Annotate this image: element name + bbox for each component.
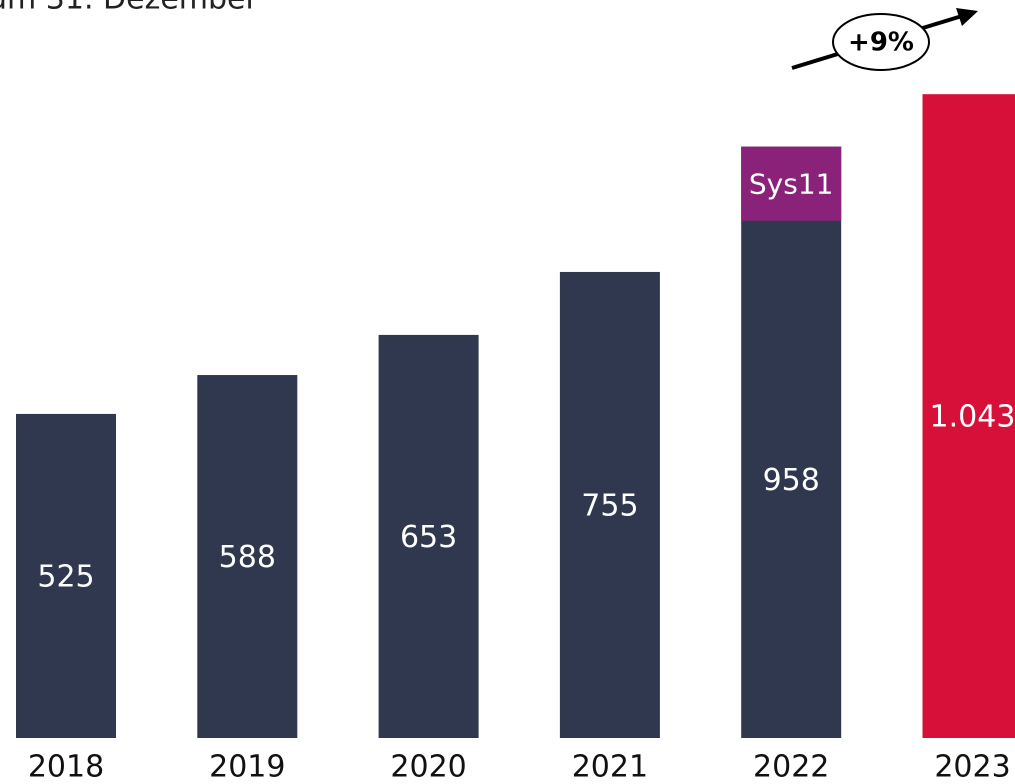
x-tick-label: 2022 bbox=[753, 750, 829, 784]
annotation-text: +9% bbox=[848, 28, 914, 58]
bar bbox=[197, 375, 298, 738]
bar-segment bbox=[741, 146, 842, 221]
bar bbox=[559, 271, 660, 738]
chart-title: um 31. Dezember bbox=[0, 0, 259, 17]
x-tick-label: 2018 bbox=[28, 750, 104, 784]
bar bbox=[378, 334, 479, 738]
value-label: 525 bbox=[37, 559, 94, 594]
x-tick-label: 2023 bbox=[934, 750, 1010, 784]
value-label: 588 bbox=[219, 540, 276, 575]
value-label: 1.043 bbox=[930, 400, 1015, 435]
segment-label: Sys11 bbox=[749, 168, 834, 201]
value-label: 755 bbox=[581, 488, 638, 523]
annotation-bubble bbox=[832, 13, 930, 71]
value-label: 653 bbox=[400, 520, 457, 555]
bar bbox=[741, 146, 842, 739]
x-tick-label: 2019 bbox=[209, 750, 285, 784]
bar bbox=[16, 413, 116, 738]
growth-annotation: +9% bbox=[791, 8, 978, 71]
value-label: 958 bbox=[763, 463, 820, 498]
bar bbox=[922, 94, 1015, 738]
x-tick-label: 2020 bbox=[390, 750, 466, 784]
arrow-head bbox=[956, 8, 978, 26]
x-tick-label: 2021 bbox=[572, 750, 648, 784]
